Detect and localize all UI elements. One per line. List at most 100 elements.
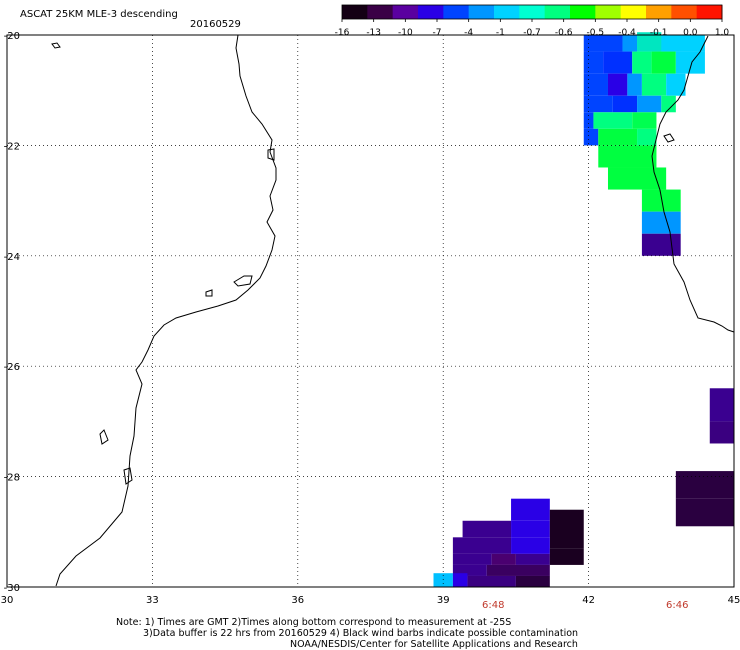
colorbar-swatch xyxy=(494,5,520,19)
island xyxy=(99,429,109,445)
swath-cell xyxy=(433,573,453,587)
colorbar-label: -0.6 xyxy=(555,28,573,38)
island xyxy=(51,42,61,49)
colorbar-label: -0.5 xyxy=(587,28,605,38)
swath-cell xyxy=(641,73,667,96)
x-tick-label: 45 xyxy=(728,595,740,606)
swath-cell xyxy=(583,35,623,52)
longitude-axis: 30 33 36 39 42 45 xyxy=(1,595,740,606)
y-tick-label: -28 xyxy=(4,473,20,484)
coastline xyxy=(51,34,735,587)
swath-cell xyxy=(598,145,657,168)
map-date: 20160529 xyxy=(190,19,241,30)
swath-cell xyxy=(593,112,633,129)
x-tick-label: 36 xyxy=(291,595,304,606)
x-tick-label: 39 xyxy=(437,595,450,606)
swath-cell xyxy=(675,51,705,74)
swath-cell xyxy=(632,51,652,74)
y-tick-label: -22 xyxy=(4,141,20,152)
island xyxy=(663,133,675,143)
island xyxy=(233,275,253,287)
y-tick-label: -20 xyxy=(4,31,20,42)
colorbar-label: -0.1 xyxy=(650,28,668,38)
swath-cell xyxy=(491,553,516,565)
swath-cell xyxy=(651,51,676,74)
swath-cell xyxy=(661,95,676,113)
island xyxy=(267,148,275,161)
island xyxy=(123,467,133,485)
lat-lon-grid xyxy=(7,35,734,587)
x-tick-label: 33 xyxy=(146,595,159,606)
credit-line: NOAA/NESDIS/Center for Satellite Applica… xyxy=(290,639,578,650)
swath-cell xyxy=(452,537,512,554)
wind-swath-cells xyxy=(433,32,734,587)
y-tick-label: -24 xyxy=(4,252,20,263)
swath-cell xyxy=(583,95,613,113)
swath-cell xyxy=(515,575,550,587)
note-line-1: Note: 1) Times are GMT 2)Times along bot… xyxy=(116,617,512,628)
swath-cell xyxy=(515,553,550,565)
colorbar-swatch xyxy=(392,5,419,19)
colorbar-swatch xyxy=(443,5,470,19)
swath-cell xyxy=(452,553,492,565)
swath-cell xyxy=(462,520,512,538)
swath-cell xyxy=(452,564,487,576)
swath-cell xyxy=(632,112,657,129)
swath-cell xyxy=(452,573,468,587)
swath-cell xyxy=(607,73,628,96)
swath-cell xyxy=(549,509,584,549)
colorbar-label: -10 xyxy=(398,28,413,38)
swath-cell xyxy=(709,388,734,422)
colorbar-swatch xyxy=(570,5,596,19)
colorbar-swatch xyxy=(646,5,672,19)
swath-cell xyxy=(607,167,667,190)
swath-cell xyxy=(641,211,681,234)
swath-cell xyxy=(622,35,638,52)
swath-cell xyxy=(675,471,734,499)
swath-cell xyxy=(612,95,638,113)
swath-cell xyxy=(666,73,686,96)
x-tick-label: 30 xyxy=(1,595,14,606)
colorbar-label: -7 xyxy=(433,28,442,38)
swath-cell xyxy=(511,498,550,521)
swath-cell xyxy=(583,128,599,146)
colorbar-swatch xyxy=(671,5,698,19)
swath-cell xyxy=(627,73,642,96)
swath-cell xyxy=(511,537,550,554)
colorbar-swatch xyxy=(519,5,546,19)
island xyxy=(205,289,213,297)
colorbar-label: -13 xyxy=(366,28,381,38)
pass-time-2: 6:46 xyxy=(666,600,689,611)
swath-cell xyxy=(486,564,550,576)
colorbar-swatch xyxy=(595,5,622,19)
colorbar-label: -0.7 xyxy=(523,28,541,38)
latitude-axis: -20 -22 -24 -26 -28 -30 xyxy=(4,31,20,594)
swath-cell xyxy=(583,112,594,129)
colorbar-swatch xyxy=(418,5,444,19)
colorbar-swatch xyxy=(342,5,368,19)
swath-cell xyxy=(637,128,657,146)
swath-cell xyxy=(583,73,608,96)
colorbar-label: -1 xyxy=(496,28,505,38)
swath-cell xyxy=(598,128,638,146)
swath-cell xyxy=(549,548,584,565)
swath-cell xyxy=(637,32,662,52)
map-frame xyxy=(6,34,735,588)
swath-cell xyxy=(675,498,734,527)
y-tick-label: -30 xyxy=(4,583,20,594)
colorbar-swatch xyxy=(468,5,495,19)
colorbar-label: -16 xyxy=(335,28,350,38)
swath-cell xyxy=(511,520,550,538)
x-tick-label: 42 xyxy=(582,595,595,606)
madagascar-coastline xyxy=(651,35,735,333)
y-tick-label: -26 xyxy=(4,362,20,373)
swath-cell xyxy=(637,95,662,113)
colorbar-label: 0.0 xyxy=(683,28,698,38)
colorbar-swatch xyxy=(696,5,723,19)
colorbar: -16 -13 -10 -7 -4 -1 -0.7 -0.6 -0.5 -0.4 -0.1 0.0 1.… xyxy=(335,4,730,38)
swath-cell xyxy=(709,421,734,444)
swath-cell xyxy=(641,189,681,212)
colorbar-label: 1.0 xyxy=(715,28,730,38)
pass-time-1: 6:48 xyxy=(482,600,505,611)
